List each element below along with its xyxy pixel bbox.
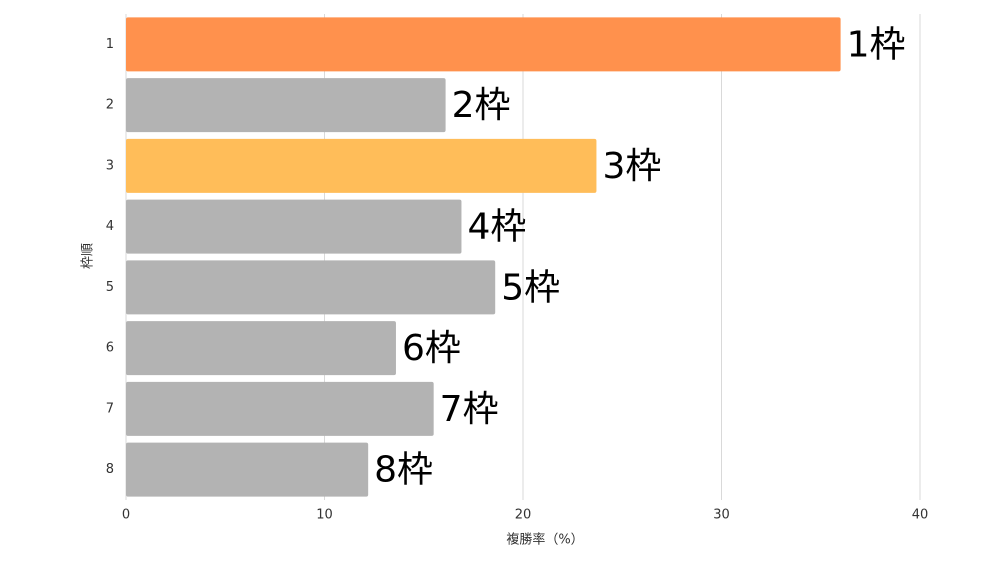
y-tick-label: 4 [106, 219, 114, 234]
bar-label: 5枠 [501, 267, 560, 308]
bar-label: 8枠 [374, 450, 433, 491]
bar-label: 3枠 [602, 146, 661, 187]
y-axis-label: 枠順 [81, 243, 96, 269]
bar [126, 138, 597, 193]
y-tick-label: 8 [106, 462, 114, 477]
x-tick-label: 10 [316, 508, 333, 523]
y-tick-label: 2 [106, 98, 114, 113]
y-tick-label: 1 [106, 37, 114, 52]
bar [126, 199, 462, 254]
y-tick-label: 3 [106, 158, 114, 173]
bar-label: 4枠 [467, 207, 526, 248]
x-tick-label: 20 [515, 508, 532, 523]
y-tick-label: 7 [106, 401, 114, 416]
x-tick-label: 30 [713, 508, 730, 523]
x-axis-label: 複勝率（%） [506, 532, 583, 548]
x-tick-label: 40 [912, 508, 929, 523]
bar [126, 78, 446, 133]
bar-label: 2枠 [452, 85, 511, 126]
y-tick-label: 6 [106, 341, 114, 356]
bar [126, 321, 396, 376]
y-tick-label: 5 [106, 280, 114, 295]
bar-label: 6枠 [402, 328, 461, 369]
x-tick-label: 0 [122, 508, 130, 523]
bar [126, 381, 434, 436]
bar [126, 442, 369, 497]
bar [126, 17, 841, 72]
bar-label: 1枠 [847, 24, 906, 65]
bar [126, 260, 496, 315]
bar-label: 7枠 [440, 389, 499, 430]
